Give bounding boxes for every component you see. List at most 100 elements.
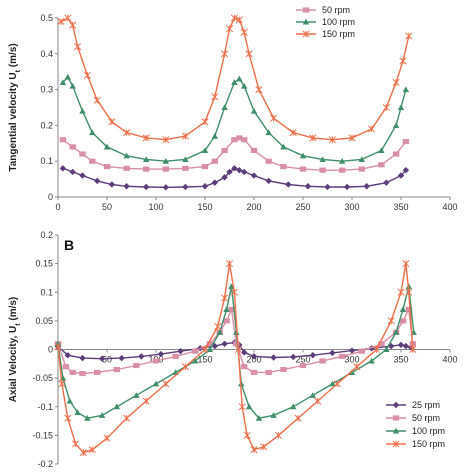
data-point bbox=[358, 156, 365, 162]
data-point bbox=[328, 136, 336, 144]
data-point bbox=[103, 164, 111, 170]
data-point bbox=[162, 136, 170, 144]
legend-marker bbox=[392, 427, 400, 434]
data-point bbox=[79, 370, 86, 377]
y-tick-label: 0.1 bbox=[40, 156, 53, 166]
x-tick-label: 300 bbox=[344, 355, 359, 365]
data-point bbox=[309, 392, 316, 398]
y-tick-label: -0.2 bbox=[37, 459, 53, 469]
data-point bbox=[142, 397, 150, 405]
data-point bbox=[201, 147, 209, 154]
y-tick-label: -0.05 bbox=[32, 373, 53, 383]
data-point bbox=[226, 168, 233, 176]
data-point bbox=[236, 135, 243, 141]
data-point bbox=[64, 73, 71, 80]
series-line bbox=[60, 17, 410, 141]
x-tick-label: 400 bbox=[442, 355, 457, 365]
data-point bbox=[274, 431, 283, 439]
series-50-rpm bbox=[59, 135, 410, 173]
x-tick-label: 300 bbox=[344, 202, 359, 212]
legend-marker bbox=[302, 30, 310, 38]
data-point bbox=[329, 349, 336, 357]
data-point bbox=[382, 103, 390, 112]
data-point bbox=[172, 353, 179, 359]
data-point bbox=[397, 104, 405, 111]
data-point bbox=[123, 152, 130, 159]
data-point bbox=[265, 158, 272, 164]
data-point bbox=[223, 306, 230, 312]
x-tick-label: 250 bbox=[295, 355, 310, 365]
data-point bbox=[162, 158, 169, 164]
data-point bbox=[59, 137, 67, 143]
x-tick-label: 250 bbox=[295, 202, 310, 212]
data-point bbox=[241, 137, 248, 143]
data-point bbox=[69, 82, 76, 89]
data-point bbox=[108, 118, 116, 126]
data-point bbox=[265, 177, 272, 185]
data-point bbox=[123, 183, 130, 190]
data-point bbox=[348, 369, 356, 375]
data-point bbox=[270, 412, 277, 418]
series-100-rpm bbox=[59, 73, 410, 164]
data-point bbox=[233, 341, 240, 347]
data-point bbox=[216, 329, 223, 335]
data-point bbox=[221, 50, 229, 58]
data-point bbox=[245, 403, 253, 410]
series-150-rpm bbox=[54, 260, 417, 457]
data-point bbox=[378, 341, 385, 347]
data-point bbox=[333, 380, 341, 388]
data-point bbox=[206, 341, 214, 347]
data-point bbox=[353, 363, 361, 371]
data-point bbox=[270, 354, 277, 361]
data-point bbox=[143, 166, 150, 172]
data-point bbox=[201, 345, 209, 354]
data-point bbox=[368, 357, 375, 364]
data-point bbox=[64, 414, 72, 422]
data-point bbox=[98, 412, 106, 418]
data-point bbox=[358, 166, 365, 172]
data-point bbox=[289, 129, 297, 137]
data-point bbox=[123, 129, 131, 137]
data-point bbox=[152, 380, 160, 387]
data-point bbox=[64, 352, 71, 359]
data-point bbox=[383, 346, 390, 353]
data-point bbox=[236, 75, 243, 82]
data-point bbox=[223, 318, 230, 324]
data-point bbox=[143, 156, 150, 162]
data-point bbox=[59, 165, 67, 172]
data-point bbox=[339, 158, 346, 164]
legend-label: 100 rpm bbox=[412, 426, 445, 436]
y-tick-label: 0.4 bbox=[40, 49, 53, 59]
data-point bbox=[383, 179, 390, 186]
data-point bbox=[79, 172, 86, 179]
data-point bbox=[225, 25, 234, 33]
data-point bbox=[162, 166, 169, 172]
legend-label: 150 rpm bbox=[322, 29, 355, 39]
data-point bbox=[103, 143, 111, 150]
data-point bbox=[103, 434, 111, 442]
data-point bbox=[397, 172, 405, 179]
data-point bbox=[392, 78, 400, 86]
data-point bbox=[211, 158, 218, 164]
data-point bbox=[236, 166, 243, 174]
legend-marker bbox=[302, 18, 310, 25]
data-point bbox=[201, 183, 209, 190]
data-point bbox=[319, 167, 326, 173]
data-point bbox=[74, 43, 82, 51]
data-point bbox=[314, 397, 322, 405]
y-axis-label: Tangential velocity Ut (m/s) bbox=[8, 43, 22, 171]
data-point bbox=[69, 144, 76, 150]
data-point bbox=[221, 104, 228, 111]
data-point bbox=[182, 156, 189, 162]
y-axis-label: Axial Velocity, Ut (m/s) bbox=[8, 297, 22, 403]
data-point bbox=[221, 340, 228, 347]
data-point bbox=[54, 343, 62, 351]
data-point bbox=[206, 346, 214, 353]
series-line bbox=[57, 306, 414, 375]
data-point bbox=[157, 350, 165, 358]
data-point bbox=[235, 16, 243, 24]
data-point bbox=[69, 21, 77, 29]
data-point bbox=[201, 118, 209, 126]
data-point bbox=[348, 134, 356, 142]
data-point bbox=[402, 86, 410, 93]
